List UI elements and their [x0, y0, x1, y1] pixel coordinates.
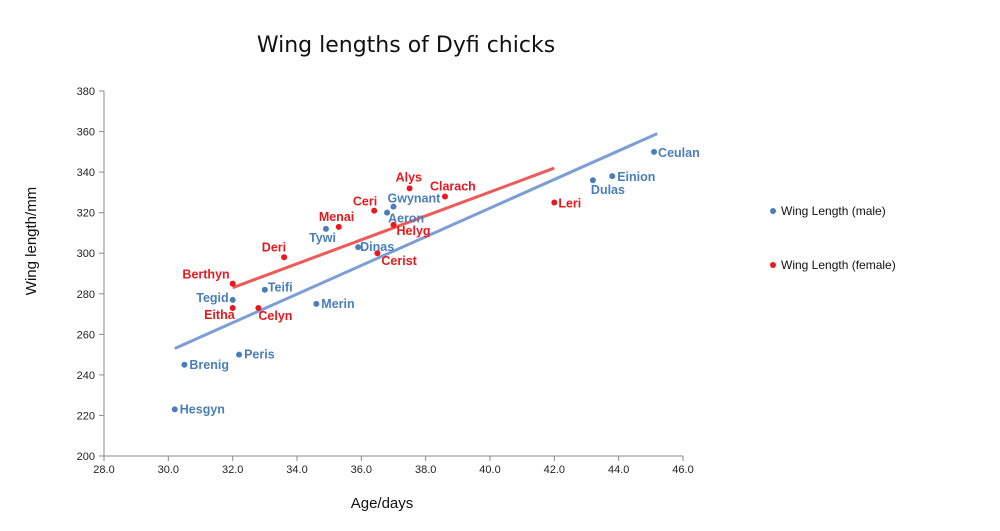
trendline-series-1	[232, 166, 555, 290]
data-point	[322, 225, 329, 232]
y-tick-label: 360	[77, 127, 95, 139]
x-tick-label: 36.0	[351, 464, 372, 476]
x-tick-label: 44.0	[608, 464, 629, 476]
axes: 28.0 30.0 32.0 34.0 36.0 38.0 40.0 42.0 44.0 46.0…	[77, 86, 694, 476]
data-label: Eitha	[204, 308, 236, 322]
data-point	[441, 193, 448, 200]
chart-title: Wing lengths of Dyfi chicks	[257, 33, 555, 58]
x-tick-label: 42.0	[544, 464, 565, 476]
y-tick-label: 340	[77, 167, 95, 179]
data-point	[390, 203, 397, 210]
x-tick-label: 46.0	[672, 464, 693, 476]
data-label: Ceri	[353, 195, 377, 209]
y-tick-label: 280	[77, 289, 95, 301]
data-point	[609, 173, 616, 180]
legend-label: Wing Length (male)	[781, 204, 886, 218]
data-point	[651, 148, 658, 155]
data-point	[374, 250, 381, 257]
data-point	[313, 300, 320, 307]
data-label: Deri	[262, 240, 286, 254]
data-label: Celyn	[258, 309, 292, 323]
data-label: Cerist	[381, 254, 417, 268]
y-tick-label: 200	[77, 451, 95, 463]
y-axis-title: Wing length/mm	[23, 187, 40, 295]
data-point	[589, 177, 596, 184]
data-point	[255, 304, 262, 311]
data-label: Tywi	[309, 231, 336, 245]
trendlines	[174, 132, 658, 350]
data-point	[390, 221, 397, 228]
data-label: Clarach	[430, 179, 476, 193]
data-point	[171, 406, 178, 413]
data-label: Einion	[617, 170, 655, 184]
data-points: Hesgyn Brenig Peris Tegid Teifi Merin Tywi Dina…	[171, 146, 700, 416]
legend: Wing Length (male) Wing Length (female)	[770, 204, 896, 272]
y-tick-label: 240	[77, 370, 95, 382]
data-point	[281, 254, 288, 261]
data-point	[261, 286, 268, 293]
data-point	[229, 280, 236, 287]
legend-marker	[770, 208, 776, 214]
y-tick-label: 220	[77, 410, 95, 422]
y-tick-label: 300	[77, 248, 95, 260]
data-label: Menai	[319, 210, 354, 224]
trendline-series-0	[174, 132, 658, 350]
data-label: Leri	[558, 197, 581, 211]
data-point	[371, 207, 378, 214]
y-tick-label: 320	[77, 208, 95, 220]
data-label: Teifi	[268, 281, 293, 295]
data-point	[355, 244, 362, 251]
data-label: Dinas	[360, 240, 394, 254]
x-tick-label: 30.0	[158, 464, 179, 476]
data-label: Helyg	[397, 224, 431, 238]
x-tick-label: 28.0	[93, 464, 114, 476]
data-label: Gwynant	[388, 192, 442, 206]
data-label: Alys	[396, 170, 422, 184]
data-point	[229, 304, 236, 311]
data-point	[551, 199, 558, 206]
x-tick-label: 38.0	[415, 464, 436, 476]
data-label: Hesgyn	[180, 402, 225, 416]
y-tick-label: 380	[77, 86, 95, 98]
data-label: Tegid	[196, 291, 228, 305]
legend-marker	[770, 262, 776, 268]
data-point	[236, 351, 243, 358]
data-point	[181, 361, 188, 368]
x-tick-label: 34.0	[286, 464, 307, 476]
data-point	[229, 296, 236, 303]
y-tick-label: 260	[77, 329, 95, 341]
data-label: Peris	[244, 348, 275, 362]
data-point	[406, 185, 413, 192]
data-label: Berthyn	[182, 268, 229, 282]
data-label: Dulas	[591, 183, 625, 197]
data-label: Merin	[321, 297, 354, 311]
legend-label: Wing Length (female)	[781, 258, 896, 272]
data-label: Aeron	[388, 212, 424, 226]
x-axis-title: Age/days	[351, 495, 414, 512]
data-point	[384, 209, 391, 216]
x-tick-label: 32.0	[222, 464, 243, 476]
data-point	[335, 223, 342, 230]
x-tick-label: 40.0	[479, 464, 500, 476]
data-label: Ceulan	[658, 146, 700, 160]
data-label: Brenig	[189, 358, 229, 372]
